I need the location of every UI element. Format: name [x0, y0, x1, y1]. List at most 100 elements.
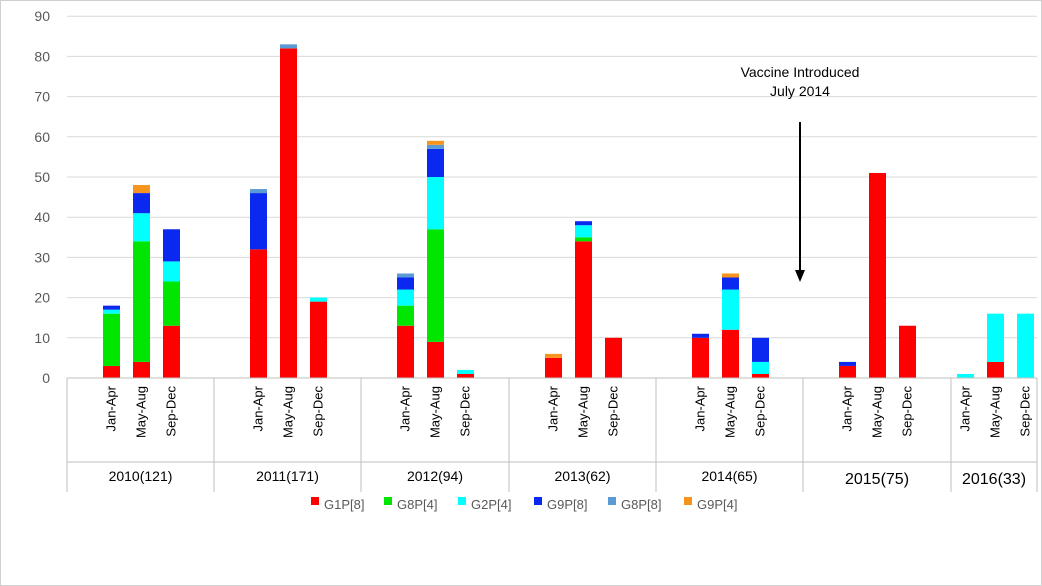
y-tick-label: 90 [34, 8, 50, 24]
bar-segment [103, 309, 120, 314]
x-category-label: Sep-Dec [753, 386, 768, 437]
legend-label: G9P[4] [697, 497, 737, 512]
legend-label: G1P[8] [324, 497, 364, 512]
legend-swatch [534, 497, 542, 505]
x-category-label: Sep-Dec [458, 386, 473, 437]
x-axis: Jan-Apr May-Aug Sep-Dec 2010(121) Jan-Apr May… [66, 377, 1038, 492]
bar-segment [250, 249, 267, 378]
bar-segment [103, 313, 120, 366]
x-category-label: May-Aug [988, 386, 1003, 438]
bar-segment [103, 365, 120, 378]
bar-segment [1017, 313, 1034, 378]
bar-segment [722, 277, 739, 290]
bar-segment [163, 325, 180, 378]
y-axis: 0 10 20 30 40 50 60 70 80 90 [34, 8, 50, 386]
bar-segment [133, 193, 150, 214]
x-category-label: Jan-Apr [693, 385, 708, 431]
bar-segment [133, 213, 150, 242]
bar-segment [692, 337, 709, 378]
bar-segment [133, 361, 150, 378]
legend-swatch [458, 497, 466, 505]
bar-segment [310, 301, 327, 378]
y-tick-label: 50 [34, 169, 50, 185]
bar-segment [133, 241, 150, 362]
bar-segment [722, 289, 739, 330]
x-category-label: Sep-Dec [1018, 386, 1033, 437]
legend-swatch [384, 497, 392, 505]
bar-segment [987, 313, 1004, 362]
bar-segment [163, 261, 180, 282]
bar-segment [427, 177, 444, 230]
annotation-line-2: July 2014 [770, 83, 830, 99]
bar-segment [987, 361, 1004, 378]
x-group-label: 2013(62) [554, 468, 610, 484]
legend-label: G8P[4] [397, 497, 437, 512]
x-group-label: 2010(121) [109, 468, 173, 484]
bar-segment [397, 305, 414, 326]
bar-segment [103, 305, 120, 310]
bar-segment [250, 193, 267, 250]
x-category-label: Jan-Apr [546, 385, 561, 431]
x-category-label: Jan-Apr [251, 385, 266, 431]
bar-segment [427, 229, 444, 342]
bar-segment [133, 185, 150, 194]
y-tick-label: 70 [34, 89, 50, 105]
bar-segment [839, 365, 856, 378]
x-group-label: 2015(75) [845, 471, 909, 488]
y-tick-label: 80 [34, 48, 50, 64]
bar-segment [427, 144, 444, 149]
legend-swatch [608, 497, 616, 505]
x-category-label: Jan-Apr [958, 385, 973, 431]
bar-segment [427, 148, 444, 177]
x-category-label: Jan-Apr [840, 385, 855, 431]
y-tick-label: 10 [34, 330, 50, 346]
bar-segment [575, 241, 592, 378]
bar-segment [545, 353, 562, 358]
bar-segment [752, 361, 769, 374]
x-category-label: May-Aug [428, 386, 443, 438]
x-category-label: May-Aug [723, 386, 738, 438]
bars [103, 44, 1034, 379]
bar-segment [575, 221, 592, 226]
x-category-label: Sep-Dec [311, 386, 326, 437]
bar-segment [839, 361, 856, 366]
x-category-label: May-Aug [281, 386, 296, 438]
legend-swatch [684, 497, 692, 505]
bar-segment [869, 172, 886, 378]
annotation-arrow-head [795, 270, 805, 282]
x-category-label: May-Aug [870, 386, 885, 438]
bar-segment [752, 373, 769, 378]
bar-segment [163, 281, 180, 326]
x-group-label: 2012(94) [407, 468, 463, 484]
legend: G1P[8] G8P[4] G2P[4] G9P[8] G8P[8] G9P[4] [311, 497, 737, 512]
bar-segment [397, 325, 414, 378]
bar-segment [397, 273, 414, 278]
bar-segment [457, 373, 474, 378]
y-tick-label: 30 [34, 249, 50, 265]
x-category-label: Sep-Dec [164, 386, 179, 437]
vaccine-annotation: Vaccine Introduced July 2014 [741, 64, 860, 282]
bar-segment [163, 229, 180, 262]
gridlines [67, 15, 1037, 339]
annotation-line-1: Vaccine Introduced [741, 64, 860, 80]
x-category-label: Jan-Apr [398, 385, 413, 431]
bar-segment [605, 337, 622, 378]
bar-segment [957, 373, 974, 378]
bar-segment [427, 140, 444, 145]
x-category-label: May-Aug [134, 386, 149, 438]
x-group-label: 2014(65) [701, 468, 757, 484]
bar-segment [722, 329, 739, 378]
bar-segment [722, 273, 739, 278]
bar-segment [250, 189, 267, 194]
legend-label: G8P[8] [621, 497, 661, 512]
legend-label: G2P[4] [471, 497, 511, 512]
bar-segment [397, 289, 414, 306]
bar-segment [575, 225, 592, 238]
bar-segment [427, 341, 444, 378]
legend-label: G9P[8] [547, 497, 587, 512]
y-tick-label: 40 [34, 209, 50, 225]
y-tick-label: 60 [34, 129, 50, 145]
bar-segment [397, 277, 414, 290]
x-category-label: May-Aug [576, 386, 591, 438]
